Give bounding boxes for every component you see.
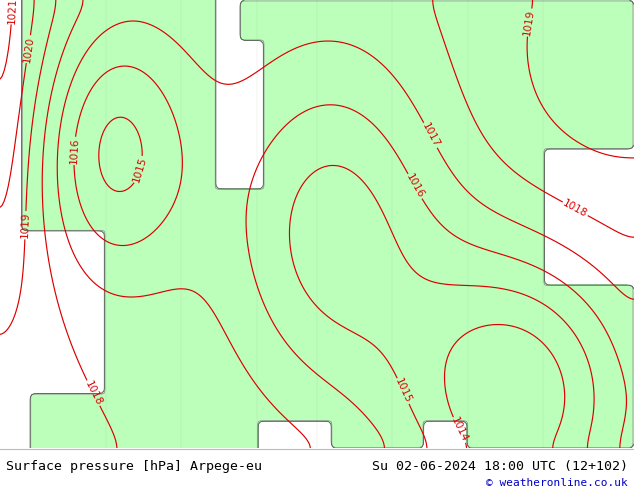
Text: 1016: 1016: [68, 137, 80, 164]
Text: Su 02-06-2024 18:00 UTC (12+102): Su 02-06-2024 18:00 UTC (12+102): [372, 460, 628, 473]
Text: 1015: 1015: [393, 377, 413, 405]
Text: 1019: 1019: [522, 9, 536, 36]
Text: 1019: 1019: [20, 212, 31, 239]
Text: 1016: 1016: [404, 172, 426, 200]
Text: 1021: 1021: [6, 0, 18, 24]
Text: 1018: 1018: [561, 198, 589, 220]
Text: 1014: 1014: [450, 416, 470, 444]
Text: 1020: 1020: [22, 35, 36, 63]
Text: © weatheronline.co.uk: © weatheronline.co.uk: [486, 478, 628, 488]
Text: 1017: 1017: [420, 122, 441, 149]
Text: 1015: 1015: [131, 156, 148, 184]
Text: Surface pressure [hPa] Arpege-eu: Surface pressure [hPa] Arpege-eu: [6, 460, 262, 473]
Text: 1018: 1018: [83, 379, 104, 407]
